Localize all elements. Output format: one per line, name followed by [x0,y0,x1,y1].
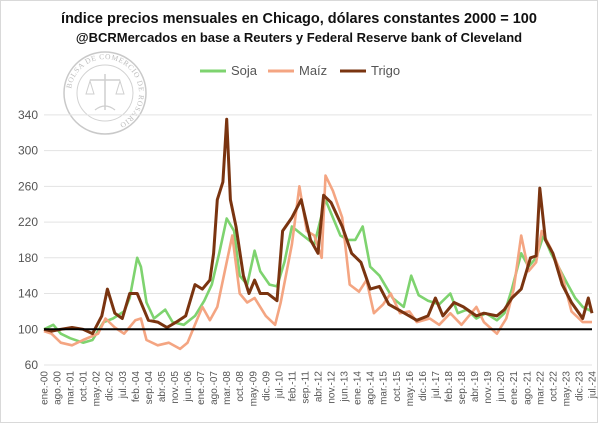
x-tick-label: oct.-22 [548,371,559,402]
x-tick-label: ago.-00 [53,371,64,405]
x-tick-label: dic.-23 [574,371,585,401]
x-tick-label: jun.-20 [496,371,507,403]
x-tick-label: feb.-18 [444,371,455,403]
x-tick-label: oct.-15 [392,371,403,402]
x-tick-label: jun.-06 [183,371,194,403]
legend-label: Soja [231,63,258,78]
bolsa-comercio-seal-logo: BOLSA DE COMERCIO DE ROSARIO [63,51,147,135]
x-tick-label: mar.-15 [379,371,390,405]
x-tick-label: ago.-07 [209,371,220,405]
legend: Soja Maíz Trigo [200,63,400,78]
x-tick-label: feb.-11 [287,371,298,402]
x-tick-label: jul.-03 [118,371,129,400]
legend-label: Maíz [299,63,327,78]
x-tick-label: feb.-04 [131,371,142,403]
x-axis-ticks: ene.-00 ago.-00 mar.-01 oct.-01 may.-02 dic.-… [40,371,598,407]
y-axis-ticks: 60 100 140 180 220 260 300 340 [18,108,38,372]
x-tick-label: ene.-00 [40,371,51,405]
y-tick-label: 300 [18,144,38,158]
series-lines [43,117,594,351]
x-tick-label: oct.-01 [79,371,90,402]
x-tick-label: ago.-14 [366,371,377,405]
x-tick-label: sep.-18 [457,371,468,405]
x-tick-label: jul.-17 [431,371,442,400]
y-tick-label: 180 [18,251,38,265]
x-tick-label: may.-23 [561,371,572,407]
y-tick-label: 60 [25,358,39,372]
x-tick-label: sep.-04 [144,371,155,405]
y-tick-label: 260 [18,179,38,193]
series-line-soja [43,198,593,344]
x-tick-label: oct.-08 [235,371,246,402]
y-tick-label: 340 [18,108,38,122]
x-tick-label: dic.-09 [261,371,272,401]
x-tick-label: jul.-10 [274,371,285,400]
y-tick-label: 100 [18,322,38,336]
x-tick-label: ago.-21 [522,371,533,405]
chart-subtitle: @BCRMercados en base a Reuters y Federal… [75,30,523,45]
series-line-maiz [43,174,592,351]
y-tick-label: 140 [18,287,38,301]
x-tick-label: sep.-11 [300,371,311,404]
x-tick-label: may.-16 [405,371,416,407]
x-tick-label: nov.-19 [483,371,494,404]
legend-label: Trigo [371,63,400,78]
x-tick-label: ene.-14 [353,371,364,405]
x-tick-label: abr.-19 [470,371,481,403]
x-tick-label: abr.-12 [314,371,325,403]
x-tick-label: may.-09 [248,371,259,407]
x-tick-label: mar.-01 [66,371,77,405]
x-tick-label: jun.-13 [340,371,351,403]
y-tick-label: 220 [18,215,38,229]
x-tick-label: abr.-05 [157,371,168,403]
series-line-trigo [43,117,594,336]
x-tick-label: mar.-22 [535,371,546,405]
x-tick-label: dic.-16 [418,371,429,401]
x-tick-label: jul.-24 [588,371,598,400]
x-tick-label: mar.-08 [222,371,233,405]
x-tick-label: ene.-07 [196,371,207,405]
x-tick-label: ene.-21 [509,371,520,405]
x-tick-label: nov.-05 [170,371,181,404]
chart-title: índice precios mensuales en Chicago, dól… [61,11,537,27]
x-tick-label: nov.-12 [327,371,338,404]
x-tick-label: may.-02 [92,371,103,407]
x-tick-label: dic.-02 [105,371,116,401]
